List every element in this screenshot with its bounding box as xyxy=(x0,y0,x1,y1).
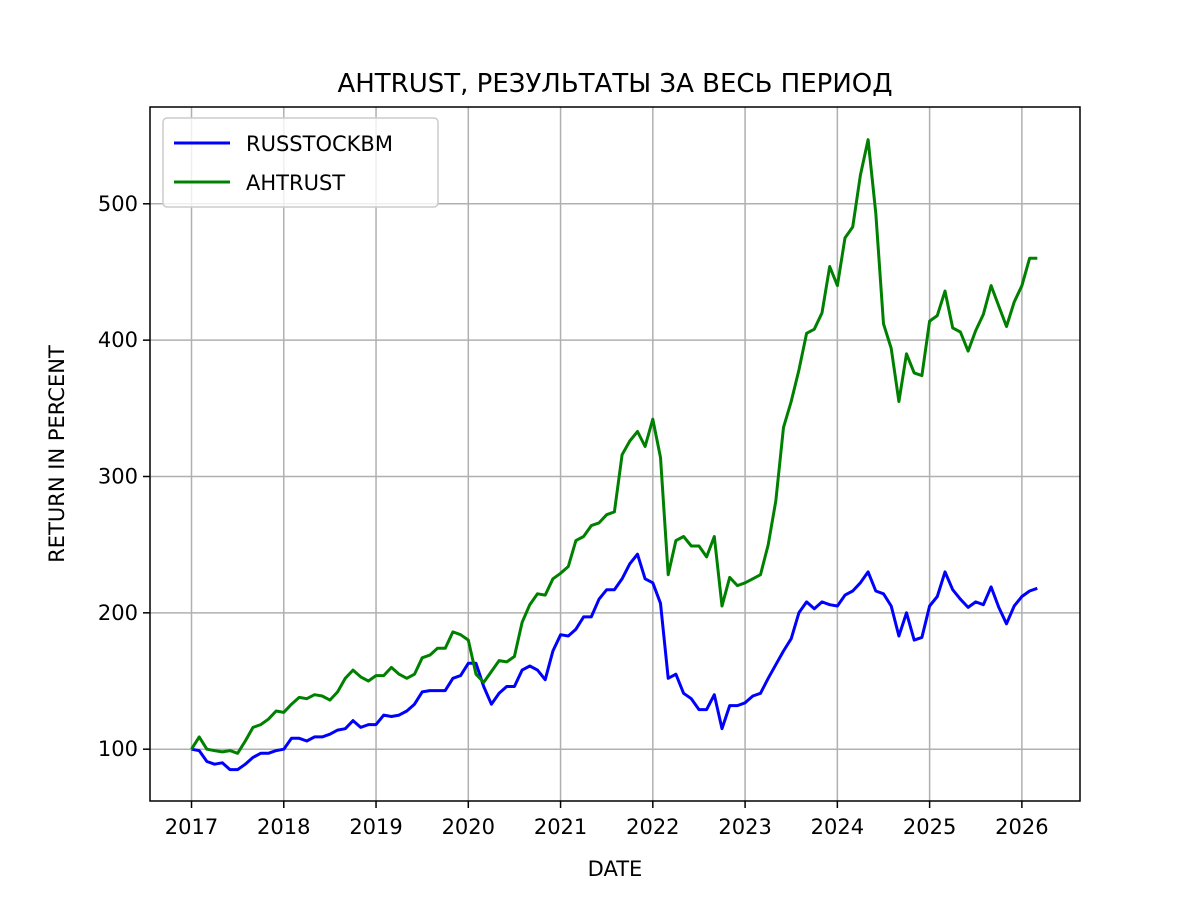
series-lines xyxy=(190,138,1038,772)
x-tick-label: 2022 xyxy=(626,815,679,839)
x-tick-label: 2021 xyxy=(534,815,587,839)
x-axis-ticks: 2017 2018 2019 2020 2021 2022 2023 2024 2025 2026 xyxy=(165,801,1049,839)
y-axis-label: RETURN IN PERCENT xyxy=(45,345,69,563)
x-tick-label: 2020 xyxy=(442,815,495,839)
legend-box xyxy=(162,117,439,208)
x-tick-label: 2024 xyxy=(811,815,864,839)
x-axis-label: DATE xyxy=(588,857,643,881)
y-axis-ticks: 100 200 300 400 500 xyxy=(98,192,150,761)
y-tick-label: 200 xyxy=(98,601,138,625)
x-tick-label: 2019 xyxy=(349,815,402,839)
y-tick-label: 500 xyxy=(98,192,138,216)
chart-title: AHTRUST, РЕЗУЛЬТАТЫ ЗА ВЕСЬ ПЕРИОД xyxy=(337,69,892,99)
y-tick-label: 300 xyxy=(98,464,138,488)
series-line-russtockbm xyxy=(191,552,1038,772)
plot-frame xyxy=(149,106,1081,802)
x-tick-label: 2025 xyxy=(903,815,956,839)
x-tick-label: 2018 xyxy=(257,815,310,839)
y-tick-label: 100 xyxy=(98,737,138,761)
x-tick-label: 2023 xyxy=(718,815,771,839)
x-tick-label: 2026 xyxy=(995,815,1048,839)
legend: RUSSTOCKBM AHTRUST xyxy=(162,117,439,208)
legend-label-ahtrust: AHTRUST xyxy=(246,171,345,195)
grid xyxy=(150,107,1080,801)
x-tick-label: 2017 xyxy=(165,815,218,839)
legend-label-russtockbm: RUSSTOCKBM xyxy=(246,132,393,156)
y-tick-label: 400 xyxy=(98,328,138,352)
series-line-ahtrust xyxy=(190,138,1038,755)
